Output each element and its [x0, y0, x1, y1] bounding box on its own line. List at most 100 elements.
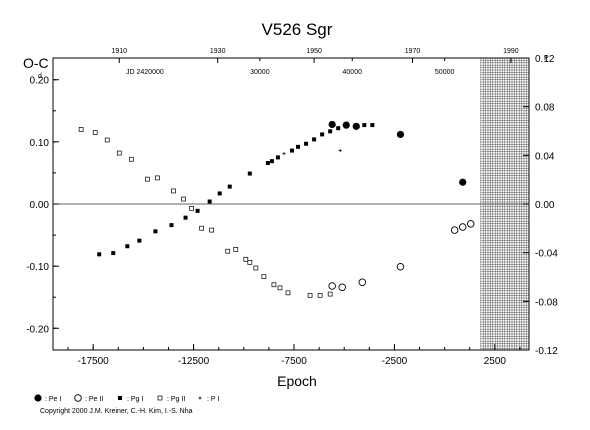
jd-tick-label: 30000: [250, 69, 270, 76]
point-pg-i: [312, 137, 317, 142]
point-pg-ii: [243, 256, 249, 262]
point-pg-ii: [209, 227, 215, 233]
point-pg-i: [362, 123, 367, 128]
point-pg-ii: [199, 225, 204, 231]
right-tick-label: 0.12: [535, 54, 555, 65]
left-tick-label: 0.10: [30, 138, 50, 149]
point-pg-i: [183, 215, 188, 220]
point-pg-i: [265, 160, 270, 165]
right-tick-label: 0.00: [535, 200, 555, 211]
point-pg-i: [336, 126, 341, 131]
x-axis-label: Epoch: [277, 373, 317, 389]
point-pg-ii: [92, 130, 98, 135]
point-pe-i: [459, 178, 467, 186]
legend-label: : P I: [207, 396, 219, 403]
legend-marker: [157, 395, 163, 401]
bottom-tick-label: -17500: [78, 356, 110, 367]
right-tick-label: 0.04: [535, 151, 555, 162]
year-tick-label: 1990: [503, 48, 519, 55]
year-tick-label: 1930: [210, 48, 226, 55]
y-axis-label: O-C: [23, 55, 49, 71]
point-pg-ii: [171, 188, 176, 194]
right-tick-label: -0.12: [535, 346, 558, 357]
right-tick-label: 0.08: [535, 103, 555, 114]
point-pg-ii: [285, 290, 291, 296]
bottom-tick-label: 2500: [484, 356, 507, 367]
point-pg-ii: [225, 248, 231, 254]
point-pg-i: [217, 191, 222, 196]
point-pg-ii: [145, 176, 150, 182]
point-pg-i: [195, 208, 200, 213]
jd-label: JD 2420000: [126, 69, 164, 76]
point-pe-i: [328, 120, 336, 129]
point-pe-ii: [338, 283, 346, 292]
right-tick-label: -0.04: [535, 249, 558, 260]
point-pg-i: [97, 252, 102, 257]
left-tick-label: 0.20: [30, 76, 50, 87]
point-pe-i: [396, 130, 405, 139]
point-pg-ii: [277, 285, 283, 291]
point-pg-i: [227, 184, 232, 189]
point-pg-i: [275, 155, 280, 160]
legend-item: : Pg II: [157, 395, 185, 403]
point-pg-ii: [78, 127, 84, 132]
jd-tick-label: 40000: [343, 69, 363, 76]
point-pg-i: [304, 141, 309, 146]
point-pg-i: [153, 229, 158, 234]
point-pg-i: [169, 223, 174, 228]
point-pg-i: [137, 238, 142, 243]
bottom-tick-label: -2500: [382, 356, 408, 367]
legend-label: : Pg I: [127, 396, 143, 403]
year-tick-label: 1950: [306, 48, 322, 55]
legend-marker: [198, 396, 202, 400]
legend-item: : Pg I: [118, 396, 143, 403]
point-pg-i: [269, 159, 274, 164]
jd-tick-label: 50000: [435, 69, 455, 76]
point-pe-ii: [358, 278, 367, 287]
bottom-tick-label: -12500: [178, 356, 210, 367]
point-pg-i: [370, 123, 375, 128]
point-pg-ii: [128, 156, 134, 162]
right-axis-unit: P: [544, 55, 549, 62]
point-pg-ii: [181, 196, 186, 202]
year-tick-label: 1910: [111, 48, 127, 55]
point-pe-ii: [328, 282, 336, 290]
point-pg-ii: [116, 150, 122, 156]
point-pg-i: [328, 129, 333, 134]
left-tick-label: -0.20: [26, 324, 49, 335]
legend-item: : P I: [198, 396, 219, 403]
year-tick-label: 1970: [405, 48, 421, 55]
point-pe-ii: [396, 262, 405, 271]
point-pg-ii: [327, 291, 333, 297]
copyright-text: Copyright 2000 J.M. Kreiner, C.-H. Kim, …: [40, 408, 193, 415]
legend-label: : Pe II: [85, 396, 103, 403]
point-pg-i: [125, 244, 130, 249]
point-pg-ii: [104, 137, 110, 143]
point-pg-i: [290, 148, 295, 153]
point-pg-i: [111, 251, 116, 256]
point-pe-ii: [450, 226, 459, 234]
point-pe-ii: [467, 220, 475, 228]
point-pg-ii: [189, 205, 194, 211]
point-pg-ii: [261, 274, 267, 280]
point-pg-ii: [155, 175, 160, 181]
point-pg-i: [344, 124, 349, 129]
left-tick-label: -0.10: [26, 262, 49, 273]
legend-marker: [118, 396, 122, 400]
left-tick-label: 0.00: [30, 200, 50, 211]
point-pg-i: [207, 199, 212, 204]
point-pe-ii: [458, 223, 467, 231]
legend-item: : Pe I: [34, 394, 61, 403]
point-pg-i: [320, 132, 325, 137]
point-pg-ii: [271, 282, 277, 288]
point-pg-ii: [253, 265, 259, 271]
chart-title: V526 Sgr: [262, 20, 333, 39]
legend-marker: [74, 394, 82, 402]
legend-marker: [34, 394, 42, 402]
point-pg-ii: [307, 292, 313, 298]
right-tick-label: -0.08: [535, 297, 558, 308]
point-pg-i: [247, 171, 252, 176]
bottom-tick-label: -7500: [281, 356, 307, 367]
